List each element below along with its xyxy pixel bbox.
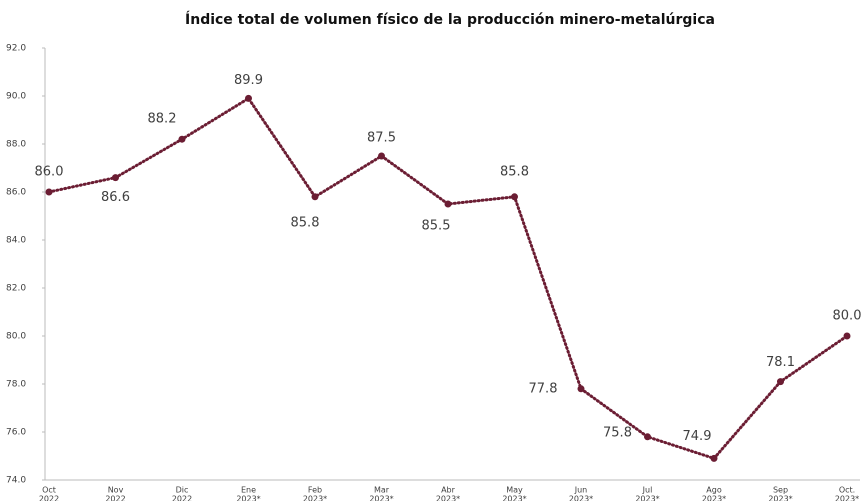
data-label: 86.0 xyxy=(35,165,64,180)
chart-title: Índice total de volumen físico de la pro… xyxy=(185,11,715,28)
point xyxy=(444,200,452,208)
data-label: 85.5 xyxy=(422,219,451,234)
x-tick-label: Abr xyxy=(441,486,456,495)
y-tick-label: 78.0 xyxy=(6,380,26,390)
y-tick-label: 88.0 xyxy=(6,140,26,150)
x-tick-label: 2022 xyxy=(39,495,59,501)
x-tick-label: 2023* xyxy=(303,495,327,501)
point xyxy=(777,378,784,386)
point xyxy=(644,433,651,441)
y-tick-label: 84.0 xyxy=(6,236,26,246)
data-label: 89.9 xyxy=(234,73,263,88)
y-tick-label: 74.0 xyxy=(6,476,26,486)
point xyxy=(245,94,252,102)
x-tick-label: 2023* xyxy=(436,495,460,501)
data-label: 74.9 xyxy=(683,429,712,444)
y-tick-label: 76.0 xyxy=(6,428,26,438)
data-label: 77.8 xyxy=(529,381,558,396)
y-tick-label: 86.0 xyxy=(6,188,26,198)
point xyxy=(112,174,119,182)
point xyxy=(843,332,851,340)
x-tick-label: 2023* xyxy=(502,495,526,501)
x-tick-label: 2023* xyxy=(768,495,792,501)
data-label: 86.6 xyxy=(101,190,130,205)
x-tick-label: 2023* xyxy=(236,495,260,501)
y-tick-label: 92.0 xyxy=(6,44,26,54)
x-tick-label: Oct. xyxy=(839,486,855,495)
point xyxy=(577,385,585,393)
x-tick-label: Ene xyxy=(241,486,256,495)
y-tick-label: 90.0 xyxy=(6,92,26,102)
x-tick-label: Mar xyxy=(374,486,390,495)
data-label: 80.0 xyxy=(833,309,862,324)
data-label: 88.2 xyxy=(148,112,177,127)
x-tick-label: 2023* xyxy=(369,495,393,501)
point xyxy=(311,193,319,201)
data-label: 85.8 xyxy=(291,215,320,230)
x-tick-label: Sep xyxy=(773,486,788,495)
x-tick-label: May xyxy=(506,486,523,495)
x-tick-label: Oct xyxy=(42,486,56,495)
x-tick-label: 2023* xyxy=(835,495,859,501)
x-tick-label: Ago xyxy=(706,486,722,495)
y-tick-label: 80.0 xyxy=(6,332,26,342)
y-tick-label: 82.0 xyxy=(6,284,26,294)
point xyxy=(710,454,718,462)
data-label: 87.5 xyxy=(367,131,396,146)
point xyxy=(511,193,518,201)
data-label: 78.1 xyxy=(766,355,795,370)
x-tick-label: Jun xyxy=(574,486,588,495)
point xyxy=(178,135,186,143)
x-tick-label: 2023* xyxy=(569,495,593,501)
data-label: 75.8 xyxy=(603,425,632,440)
x-tick-label: Nov xyxy=(108,486,124,495)
x-tick-label: Dic xyxy=(176,486,189,495)
x-tick-label: Feb xyxy=(308,486,322,495)
x-tick-label: 2023* xyxy=(635,495,659,501)
x-tick-label: Jul xyxy=(642,486,653,495)
x-tick-label: 2023* xyxy=(702,495,726,501)
data-label: 85.8 xyxy=(500,164,529,179)
point xyxy=(45,188,53,196)
line xyxy=(47,96,849,461)
x-tick-label: 2022 xyxy=(172,495,192,501)
x-tick-label: 2022 xyxy=(105,495,125,501)
point xyxy=(378,152,385,160)
